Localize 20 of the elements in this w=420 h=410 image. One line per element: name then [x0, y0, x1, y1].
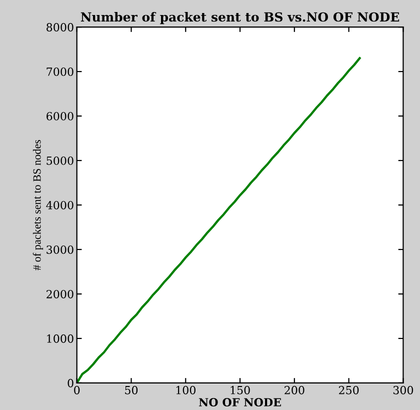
y-axis-title: # of packets sent to BS nodes — [32, 140, 44, 270]
y-tick-label: 7000 — [46, 68, 74, 76]
y-tick-label: 6000 — [46, 112, 74, 120]
x-tick-label: 250 — [338, 386, 359, 394]
x-tick-label: 100 — [176, 386, 196, 394]
x-tick-label: 150 — [230, 386, 250, 394]
y-tick-label: 8000 — [46, 23, 74, 32]
y-tick-label: 0 — [68, 378, 74, 388]
x-axis-title: NO OF NODE — [198, 398, 281, 406]
x-tick-label: 50 — [125, 386, 138, 394]
x-tick-label: 0 — [74, 386, 80, 394]
y-tick-label: 5000 — [46, 156, 74, 165]
y-tick-label: 2000 — [46, 290, 74, 298]
y-tick-label: 1000 — [47, 334, 74, 343]
x-tick-label: 200 — [284, 386, 304, 394]
line-series — [76, 57, 361, 383]
x-tick-label: 300 — [393, 386, 414, 394]
y-tick-label: 4000 — [46, 200, 74, 210]
chart-title: Number of packet sent to BS vs.NO OF NODE — [80, 12, 400, 24]
y-tick-label: 3000 — [46, 245, 74, 254]
